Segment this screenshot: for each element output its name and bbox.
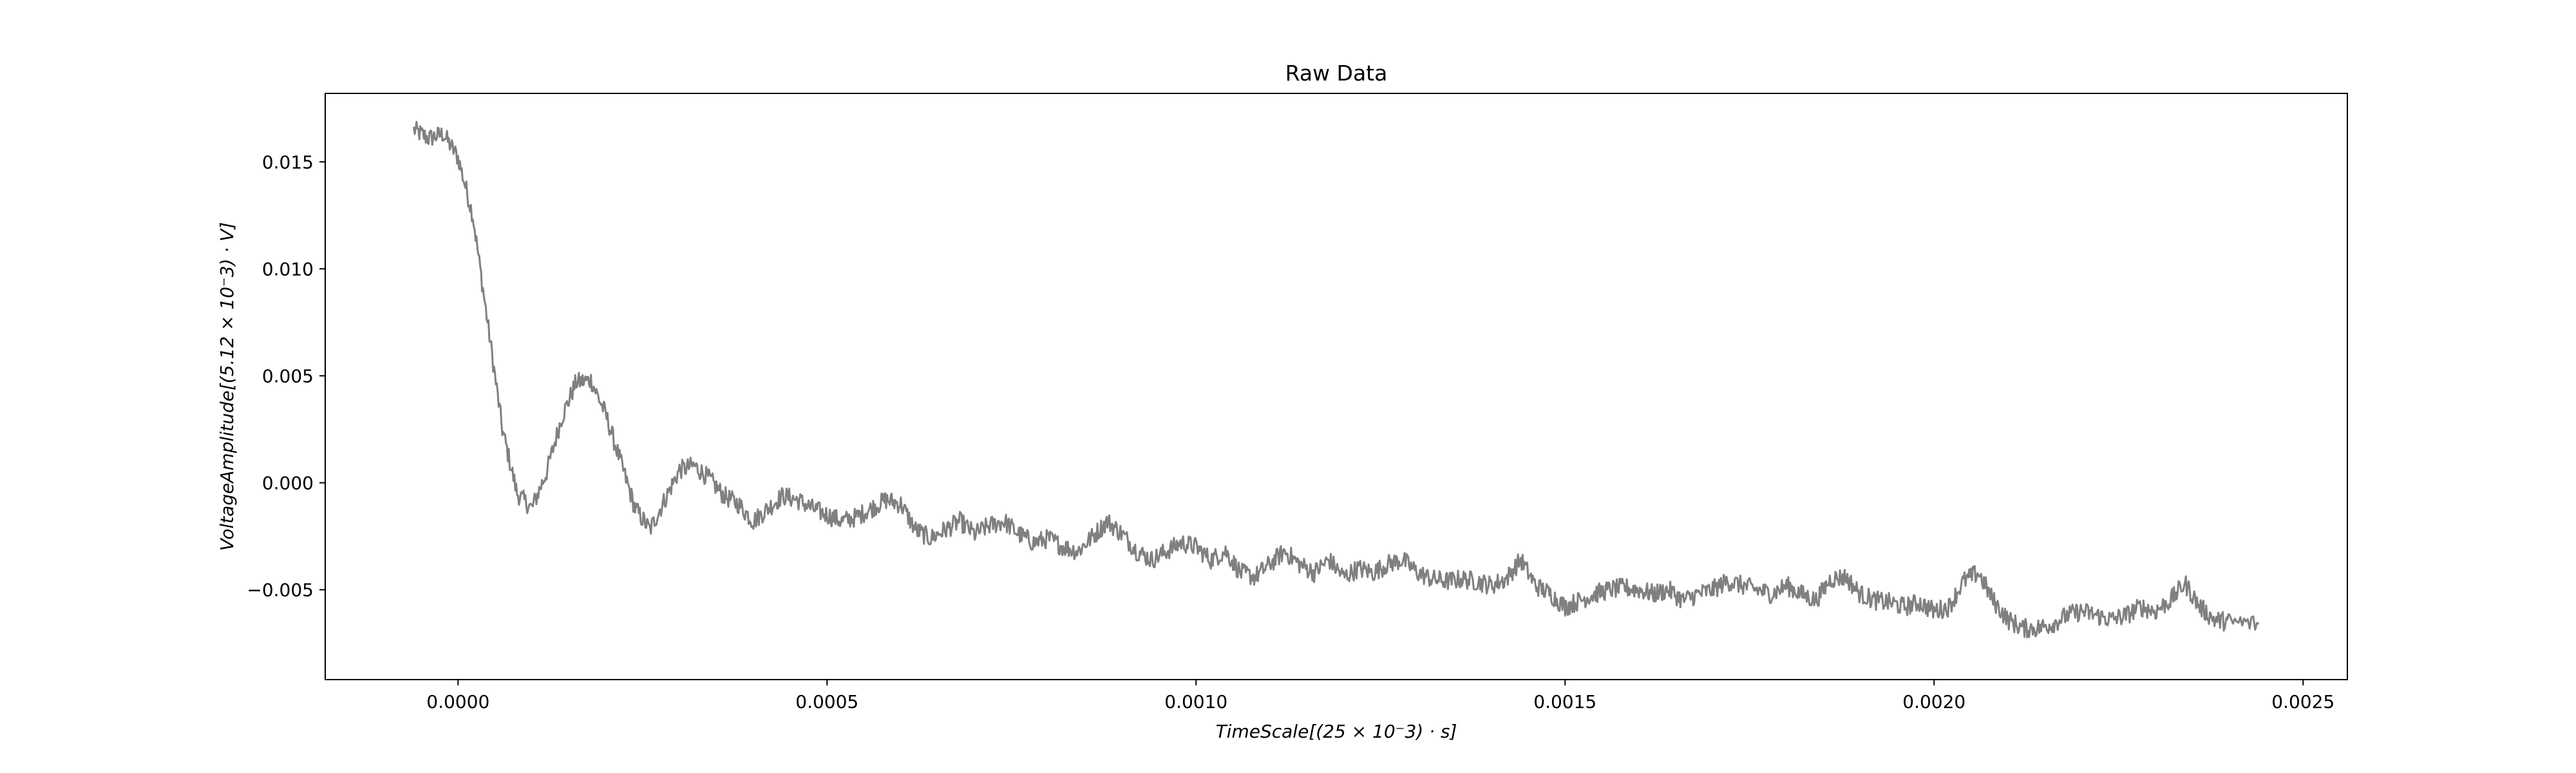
x-tick-label: 0.0010 [1164,691,1227,712]
plot-area [413,120,2260,638]
x-tick-label: 0.0000 [426,691,489,712]
axes-frame [325,93,2348,680]
y-tick-label: −0.005 [247,580,314,601]
x-tick-label: 0.0005 [795,691,858,712]
series-line [413,120,2260,638]
y-tick-label: 0.010 [262,258,314,280]
y-axis: −0.005 0.000 0.005 0.010 0.015 [247,151,325,601]
x-tick-label: 0.0015 [1533,691,1596,712]
chart-title: Raw Data [1285,61,1388,86]
y-tick-label: 0.005 [262,365,314,386]
x-axis-label: TimeScale[(25 × 10⁻3) · s] [1216,721,1457,742]
x-tick-label: 0.0025 [2271,691,2334,712]
y-axis-label: VoltageAmplitude[(5.12 × 10⁻3) · V] [216,222,238,551]
x-tick-label: 0.0020 [1902,691,1965,712]
y-tick-label: 0.000 [262,472,314,493]
y-tick-label: 0.015 [262,151,314,173]
x-axis: 0.0000 0.0005 0.0010 0.0015 0.0020 0.0025 [426,680,2334,712]
